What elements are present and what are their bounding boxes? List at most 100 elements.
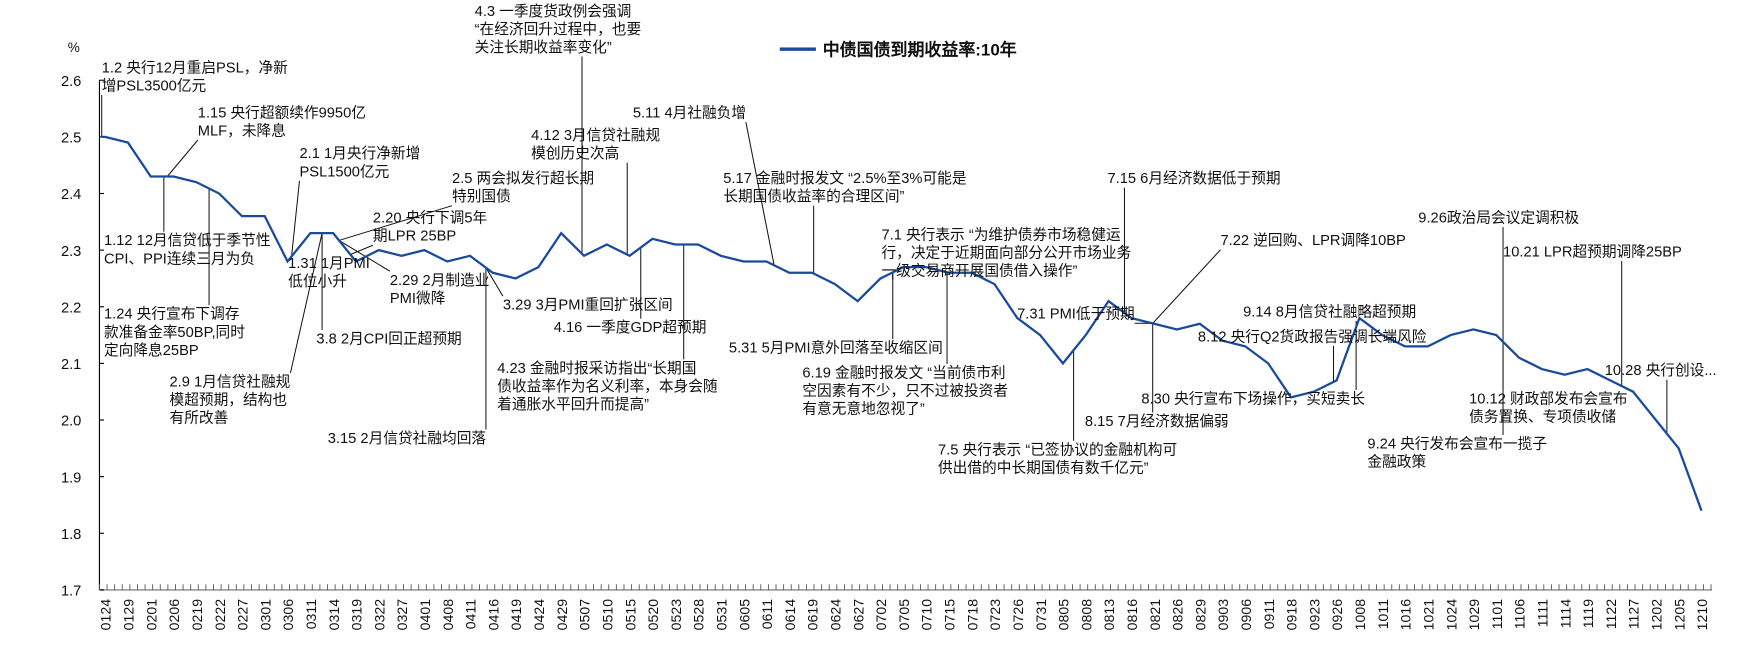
annotation-leader-line bbox=[1152, 249, 1221, 324]
annotation-text: 2.29 2月制造业 bbox=[389, 271, 490, 289]
legend-label: 中债国债到期收益率:10年 bbox=[822, 40, 1017, 60]
x-tick-label: 0319 bbox=[349, 599, 365, 631]
annotation: 4.16 一季度GDP超预期 bbox=[554, 319, 707, 337]
annotation-text: 7.15 6月经济数据低于预期 bbox=[1107, 169, 1281, 187]
x-tick-label: 0611 bbox=[759, 599, 775, 629]
annotation: 2.1 1月央行净新增 PSL1500亿元 bbox=[299, 145, 420, 181]
annotation-text: 9.26政治局会议定调积极 bbox=[1418, 209, 1580, 227]
x-tick-label: 1024 bbox=[1443, 599, 1459, 631]
annotation-text: 空因素有不少，只不过被投资者 bbox=[802, 381, 1009, 399]
y-tick-label: 1.9 bbox=[61, 470, 81, 486]
annotation-text: 定向降息25BP bbox=[103, 341, 199, 359]
x-tick-label: 0903 bbox=[1215, 599, 1231, 631]
annotation: 2.5 两会拟发行超长期 特别国债 bbox=[452, 170, 594, 206]
annotation-text: 10.12 财政部发布会宣布 bbox=[1469, 389, 1628, 407]
x-tick-label: 1101 bbox=[1489, 599, 1505, 629]
x-tick-label: 0301 bbox=[257, 599, 273, 631]
annotation-leader-line bbox=[291, 180, 300, 257]
annotation-text: 10.28 央行创设... bbox=[1604, 361, 1717, 379]
annotation-text: CPI、PPI连续三月为负 bbox=[103, 249, 255, 267]
annotation: 3.8 2月CPI回正超预期 bbox=[316, 330, 461, 348]
x-tick-label: 0926 bbox=[1329, 599, 1345, 631]
annotation-text: 5.17 金融时报发文 “2.5%至3%可能是 bbox=[723, 169, 967, 187]
annotation-text: PMI微降 bbox=[389, 289, 446, 307]
annotation: 5.11 4月社融负增 bbox=[633, 104, 746, 122]
annotation-text: 2.20 央行下调5年 bbox=[372, 209, 488, 227]
annotation: 1.15 央行超额续作9950亿 MLF，未降息 bbox=[198, 104, 366, 140]
x-tick-label: 0520 bbox=[645, 599, 661, 631]
x-tick-label: 0219 bbox=[189, 599, 205, 631]
x-tick-label: 0401 bbox=[417, 599, 433, 631]
annotation-text: 特别国债 bbox=[452, 187, 511, 205]
annotation-text: 4.12 3月信贷社融规 bbox=[531, 126, 661, 144]
annotation: 6.19 金融时报发文 “当前债市利 空因素有不少，只不过被投资者 有意无意地忽视了… bbox=[802, 364, 1008, 418]
annotation-leader-line bbox=[745, 121, 775, 266]
annotation-text: 3.15 2月信贷社融均回落 bbox=[327, 429, 487, 447]
x-tick-label: 0507 bbox=[577, 599, 593, 631]
x-tick-label: 1016 bbox=[1398, 599, 1414, 631]
annotation: 3.29 3月PMI重回扩张区间 bbox=[503, 296, 673, 314]
annotation: 10.21 LPR超预期调降25BP bbox=[1503, 243, 1682, 261]
x-tick-label: 0813 bbox=[1101, 599, 1117, 631]
annotation-leader-line bbox=[338, 205, 453, 241]
annotation-text: 9.24 央行发布会宣布一揽子 bbox=[1367, 435, 1548, 453]
x-tick-label: 1029 bbox=[1466, 599, 1482, 631]
x-tick-label: 0715 bbox=[942, 599, 958, 631]
x-tick-label: 0826 bbox=[1170, 599, 1186, 631]
annotation-text: 7.22 逆回购、LPR调降10BP bbox=[1220, 231, 1406, 249]
x-tick-label: 0408 bbox=[440, 599, 456, 631]
annotation-text: 9.14 8月信贷社融略超预期 bbox=[1243, 302, 1417, 320]
x-tick-label: 0523 bbox=[668, 599, 684, 631]
annotation: 9.24 央行发布会宣布一揽子 金融政策 bbox=[1367, 435, 1547, 471]
x-tick-label: 1205 bbox=[1671, 599, 1687, 631]
annotation-leader-line bbox=[338, 240, 391, 272]
annotation-text: 增PSL3500亿元 bbox=[101, 76, 207, 94]
annotation-text: 期LPR 25BP bbox=[372, 227, 457, 245]
x-tick-label: 0411 bbox=[463, 599, 479, 629]
x-tick-label: 0731 bbox=[1033, 599, 1049, 631]
annotation-text: 2.9 1月信贷社融规 bbox=[169, 372, 291, 390]
x-tick-label: 1008 bbox=[1352, 599, 1368, 631]
x-tick-label: 0515 bbox=[622, 599, 638, 631]
annotation: 2.20 央行下调5年 期LPR 25BP bbox=[373, 209, 487, 245]
annotation-text: 供出借的中长期国债有数千亿元” bbox=[937, 458, 1149, 476]
x-tick-label: 0911 bbox=[1261, 599, 1277, 629]
annotation-text: 7.31 PMI低于预期 bbox=[1017, 305, 1135, 323]
x-tick-label: 0510 bbox=[599, 599, 615, 631]
x-tick-label: 0614 bbox=[782, 599, 798, 631]
annotation: 3.15 2月信贷社融均回落 bbox=[328, 429, 486, 447]
x-tick-label: 0710 bbox=[919, 599, 935, 631]
annotation-text: 7.5 央行表示 “已签协议的金融机构可 bbox=[937, 440, 1178, 458]
annotation-text: 8.30 央行宣布下场操作，买短卖长 bbox=[1141, 389, 1366, 407]
legend-swatch bbox=[779, 47, 816, 51]
x-tick-label: 0705 bbox=[896, 599, 912, 631]
x-tick-label: 0227 bbox=[235, 599, 251, 631]
x-tick-label: 0723 bbox=[987, 599, 1003, 631]
annotation-text: 一级交易商开展国债借入操作” bbox=[881, 262, 1078, 280]
annotation: 4.12 3月信贷社融规 模创历史次高 bbox=[531, 127, 660, 163]
x-tick-label: 0311 bbox=[303, 599, 319, 629]
x-tick-label: 1127 bbox=[1626, 599, 1642, 629]
annotation-leader-line bbox=[166, 139, 199, 177]
annotation: 9.14 8月信贷社融略超预期 bbox=[1243, 303, 1416, 321]
annotation: 5.17 金融时报发文 “2.5%至3%可能是 长期国债收益率的合理区间” bbox=[723, 170, 966, 206]
annotation-text: 10.21 LPR超预期调降25BP bbox=[1503, 242, 1682, 260]
annotation-text: “在经济回升过程中，也要 bbox=[474, 20, 642, 38]
annotation-text: 模创历史次高 bbox=[531, 144, 620, 162]
x-tick-label: 0816 bbox=[1124, 599, 1140, 631]
x-tick-label: 1119 bbox=[1580, 599, 1596, 628]
annotation-text: 1.24 央行宣布下调存 bbox=[103, 305, 240, 323]
annotation: 8.12 央行Q2货政报告强调长端风险 bbox=[1198, 328, 1427, 346]
annotation: 7.15 6月经济数据低于预期 bbox=[1107, 170, 1280, 188]
x-tick-label: 0805 bbox=[1056, 599, 1072, 631]
y-tick-label: 2.6 bbox=[61, 74, 81, 90]
x-tick-label: 0821 bbox=[1147, 599, 1163, 631]
annotation-text: 1.2 央行12月重启PSL，净新 bbox=[101, 58, 288, 76]
annotation: 4.3 一季度货政例会强调 “在经济回升过程中，也要 关注长期收益率变化” bbox=[475, 2, 642, 56]
annotation-text: 着通胀水平回升而提高” bbox=[497, 395, 650, 413]
x-tick-label: 0424 bbox=[531, 599, 547, 631]
annotation-text: 4.3 一季度货政例会强调 bbox=[474, 2, 632, 20]
annotation: 7.22 逆回购、LPR调降10BP bbox=[1221, 232, 1406, 250]
annotation-text: 低位小升 bbox=[288, 272, 347, 290]
